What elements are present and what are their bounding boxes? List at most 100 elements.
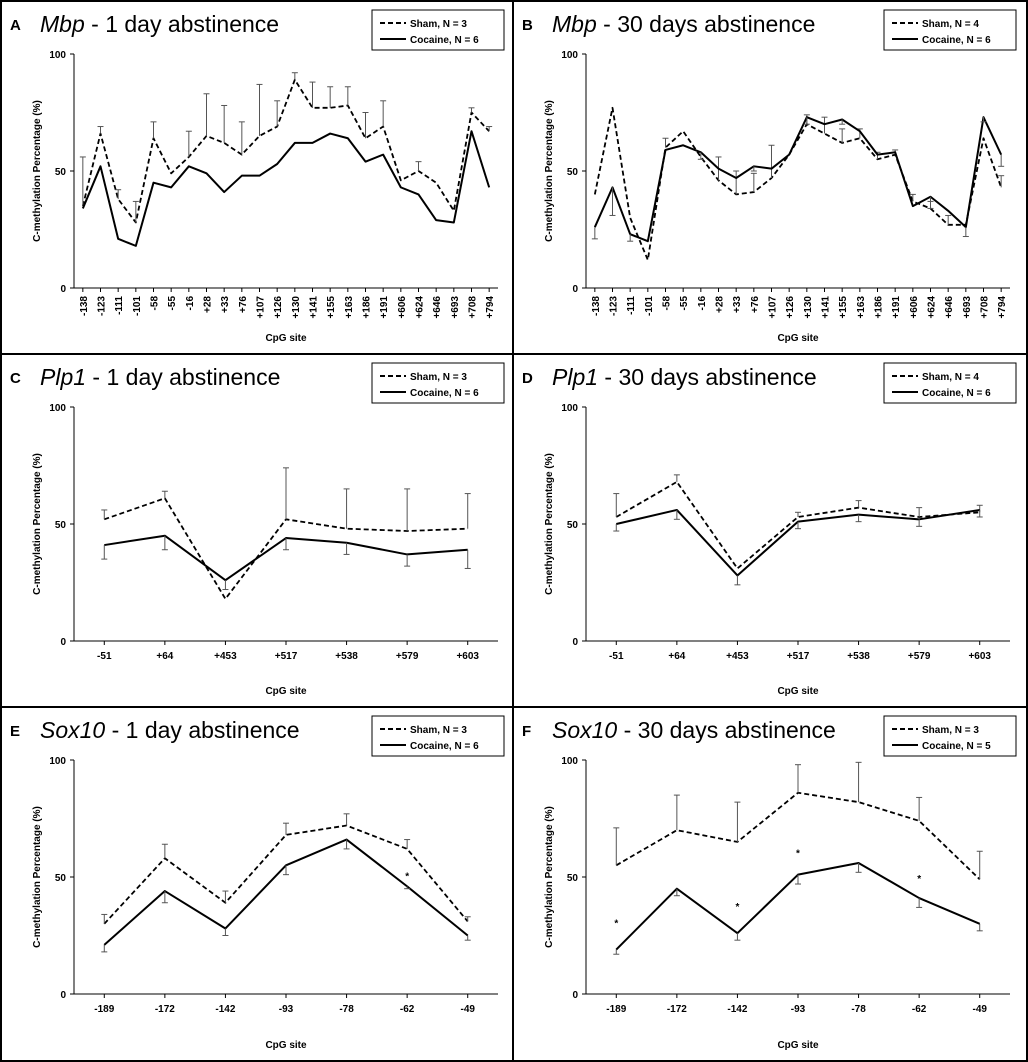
y-axis-label: C-methylation Percentage (%) bbox=[32, 100, 43, 242]
x-axis-label: CpG site bbox=[777, 333, 819, 344]
error-bar bbox=[161, 843, 168, 859]
x-tick-label: +64 bbox=[156, 651, 173, 662]
x-tick-label: -58 bbox=[150, 296, 161, 311]
error-bar bbox=[839, 128, 846, 143]
error-bar bbox=[101, 944, 108, 953]
error-bar bbox=[468, 107, 475, 113]
chart-panel-c: C Plp1 - 1 day abstinence Sham, N = 3 Cocai… bbox=[0, 353, 514, 708]
significance-marker: * bbox=[614, 918, 618, 929]
error-bar bbox=[274, 100, 281, 127]
x-tick-label: -138 bbox=[591, 296, 602, 316]
x-tick-label: +191 bbox=[891, 296, 902, 319]
error-bar bbox=[404, 886, 411, 890]
chart-panel-e: E Sox10 - 1 day abstinence Sham, N = 3 Coca… bbox=[0, 706, 514, 1062]
legend: Sham, N = 3 Cocaine, N = 6 bbox=[371, 715, 505, 757]
x-tick-label: +646 bbox=[432, 296, 443, 319]
error-bar bbox=[415, 161, 422, 171]
error-bar bbox=[343, 488, 350, 529]
x-axis-label: CpG site bbox=[265, 686, 307, 697]
error-bar bbox=[627, 234, 634, 242]
x-tick-label: +517 bbox=[275, 651, 298, 662]
y-axis-label: C-methylation Percentage (%) bbox=[544, 806, 555, 948]
error-bar bbox=[962, 227, 969, 238]
error-bar bbox=[927, 196, 934, 209]
error-bar bbox=[161, 490, 168, 499]
error-bar bbox=[222, 928, 229, 936]
x-tick-label: +579 bbox=[396, 651, 419, 662]
significance-marker: * bbox=[796, 848, 800, 859]
y-tick-label: 0 bbox=[572, 284, 578, 295]
series-line-cocaine bbox=[593, 116, 1003, 243]
error-bar bbox=[101, 913, 108, 924]
error-bar bbox=[855, 514, 862, 523]
x-tick-label: -78 bbox=[339, 1004, 354, 1015]
error-bar bbox=[309, 81, 316, 108]
x-tick-label: +579 bbox=[908, 651, 931, 662]
chart-title: Plp1 - 30 days abstinence bbox=[552, 364, 817, 390]
error-bar bbox=[662, 137, 669, 148]
x-tick-label: -142 bbox=[215, 1004, 235, 1015]
error-bar bbox=[821, 116, 828, 134]
x-tick-label: +517 bbox=[787, 651, 810, 662]
series-line-cocaine bbox=[103, 838, 469, 946]
error-bar bbox=[343, 839, 350, 850]
error-bar bbox=[795, 764, 801, 793]
series-line-cocaine bbox=[81, 130, 491, 247]
error-bar bbox=[998, 154, 1005, 167]
error-bar bbox=[404, 488, 411, 532]
x-tick-label: +624 bbox=[927, 296, 938, 319]
x-tick-label: -55 bbox=[679, 296, 690, 311]
error-bar bbox=[795, 511, 801, 517]
y-tick-label: 50 bbox=[55, 520, 67, 531]
x-tick-label: -111 bbox=[114, 296, 125, 315]
chart-panel-f: F Sox10 - 30 days abstinence Sham, N = 3 Co… bbox=[512, 706, 1028, 1062]
legend-entry: Cocaine, N = 6 bbox=[922, 35, 991, 46]
error-bar bbox=[327, 86, 334, 108]
error-bar bbox=[795, 874, 801, 885]
x-tick-label: -101 bbox=[644, 296, 655, 316]
y-tick-label: 0 bbox=[60, 284, 66, 295]
x-tick-label: -93 bbox=[791, 1004, 806, 1015]
x-tick-label: +693 bbox=[962, 296, 973, 319]
error-bar bbox=[283, 538, 289, 551]
x-tick-label: +603 bbox=[968, 651, 991, 662]
error-bar bbox=[976, 509, 983, 518]
x-tick-label: +163 bbox=[856, 296, 867, 319]
error-bar bbox=[404, 839, 411, 849]
error-bar bbox=[283, 822, 289, 835]
error-bar bbox=[613, 524, 620, 532]
x-tick-label: +603 bbox=[456, 651, 479, 662]
x-tick-label: +646 bbox=[944, 296, 955, 319]
error-bar bbox=[733, 170, 740, 195]
error-bar bbox=[855, 500, 862, 508]
x-tick-label: -51 bbox=[609, 651, 624, 662]
error-bar bbox=[803, 117, 810, 125]
error-bar bbox=[673, 509, 680, 520]
legend-entry: Sham, N = 4 bbox=[922, 372, 979, 383]
chart-title: Plp1 - 1 day abstinence bbox=[40, 364, 280, 390]
error-bar bbox=[464, 549, 471, 569]
error-bar bbox=[673, 794, 680, 831]
y-tick-label: 0 bbox=[60, 637, 66, 648]
error-bar bbox=[976, 923, 983, 932]
chart-svg: D Plp1 - 30 days abstinence Sham, N = 4 Coc… bbox=[522, 362, 1017, 697]
x-tick-label: +624 bbox=[415, 296, 426, 319]
error-bar bbox=[976, 850, 983, 880]
x-tick-label: +64 bbox=[668, 651, 685, 662]
legend: Sham, N = 4 Cocaine, N = 6 bbox=[883, 362, 1017, 404]
panel-letter: B bbox=[522, 17, 533, 34]
legend-entry: Sham, N = 3 bbox=[410, 19, 467, 30]
chart-title: Sox10 - 30 days abstinence bbox=[552, 717, 836, 743]
error-bar bbox=[591, 227, 598, 240]
y-tick-label: 100 bbox=[49, 403, 66, 414]
x-tick-label: +33 bbox=[220, 296, 231, 313]
series-line-sham bbox=[103, 824, 469, 925]
y-axis-label: C-methylation Percentage (%) bbox=[32, 453, 43, 595]
x-tick-label: +606 bbox=[909, 296, 920, 319]
error-bar bbox=[734, 575, 741, 586]
legend-entry: Sham, N = 3 bbox=[922, 725, 979, 736]
x-axis-label: CpG site bbox=[777, 1040, 819, 1051]
x-tick-label: +76 bbox=[750, 296, 761, 313]
y-tick-label: 100 bbox=[561, 756, 578, 767]
